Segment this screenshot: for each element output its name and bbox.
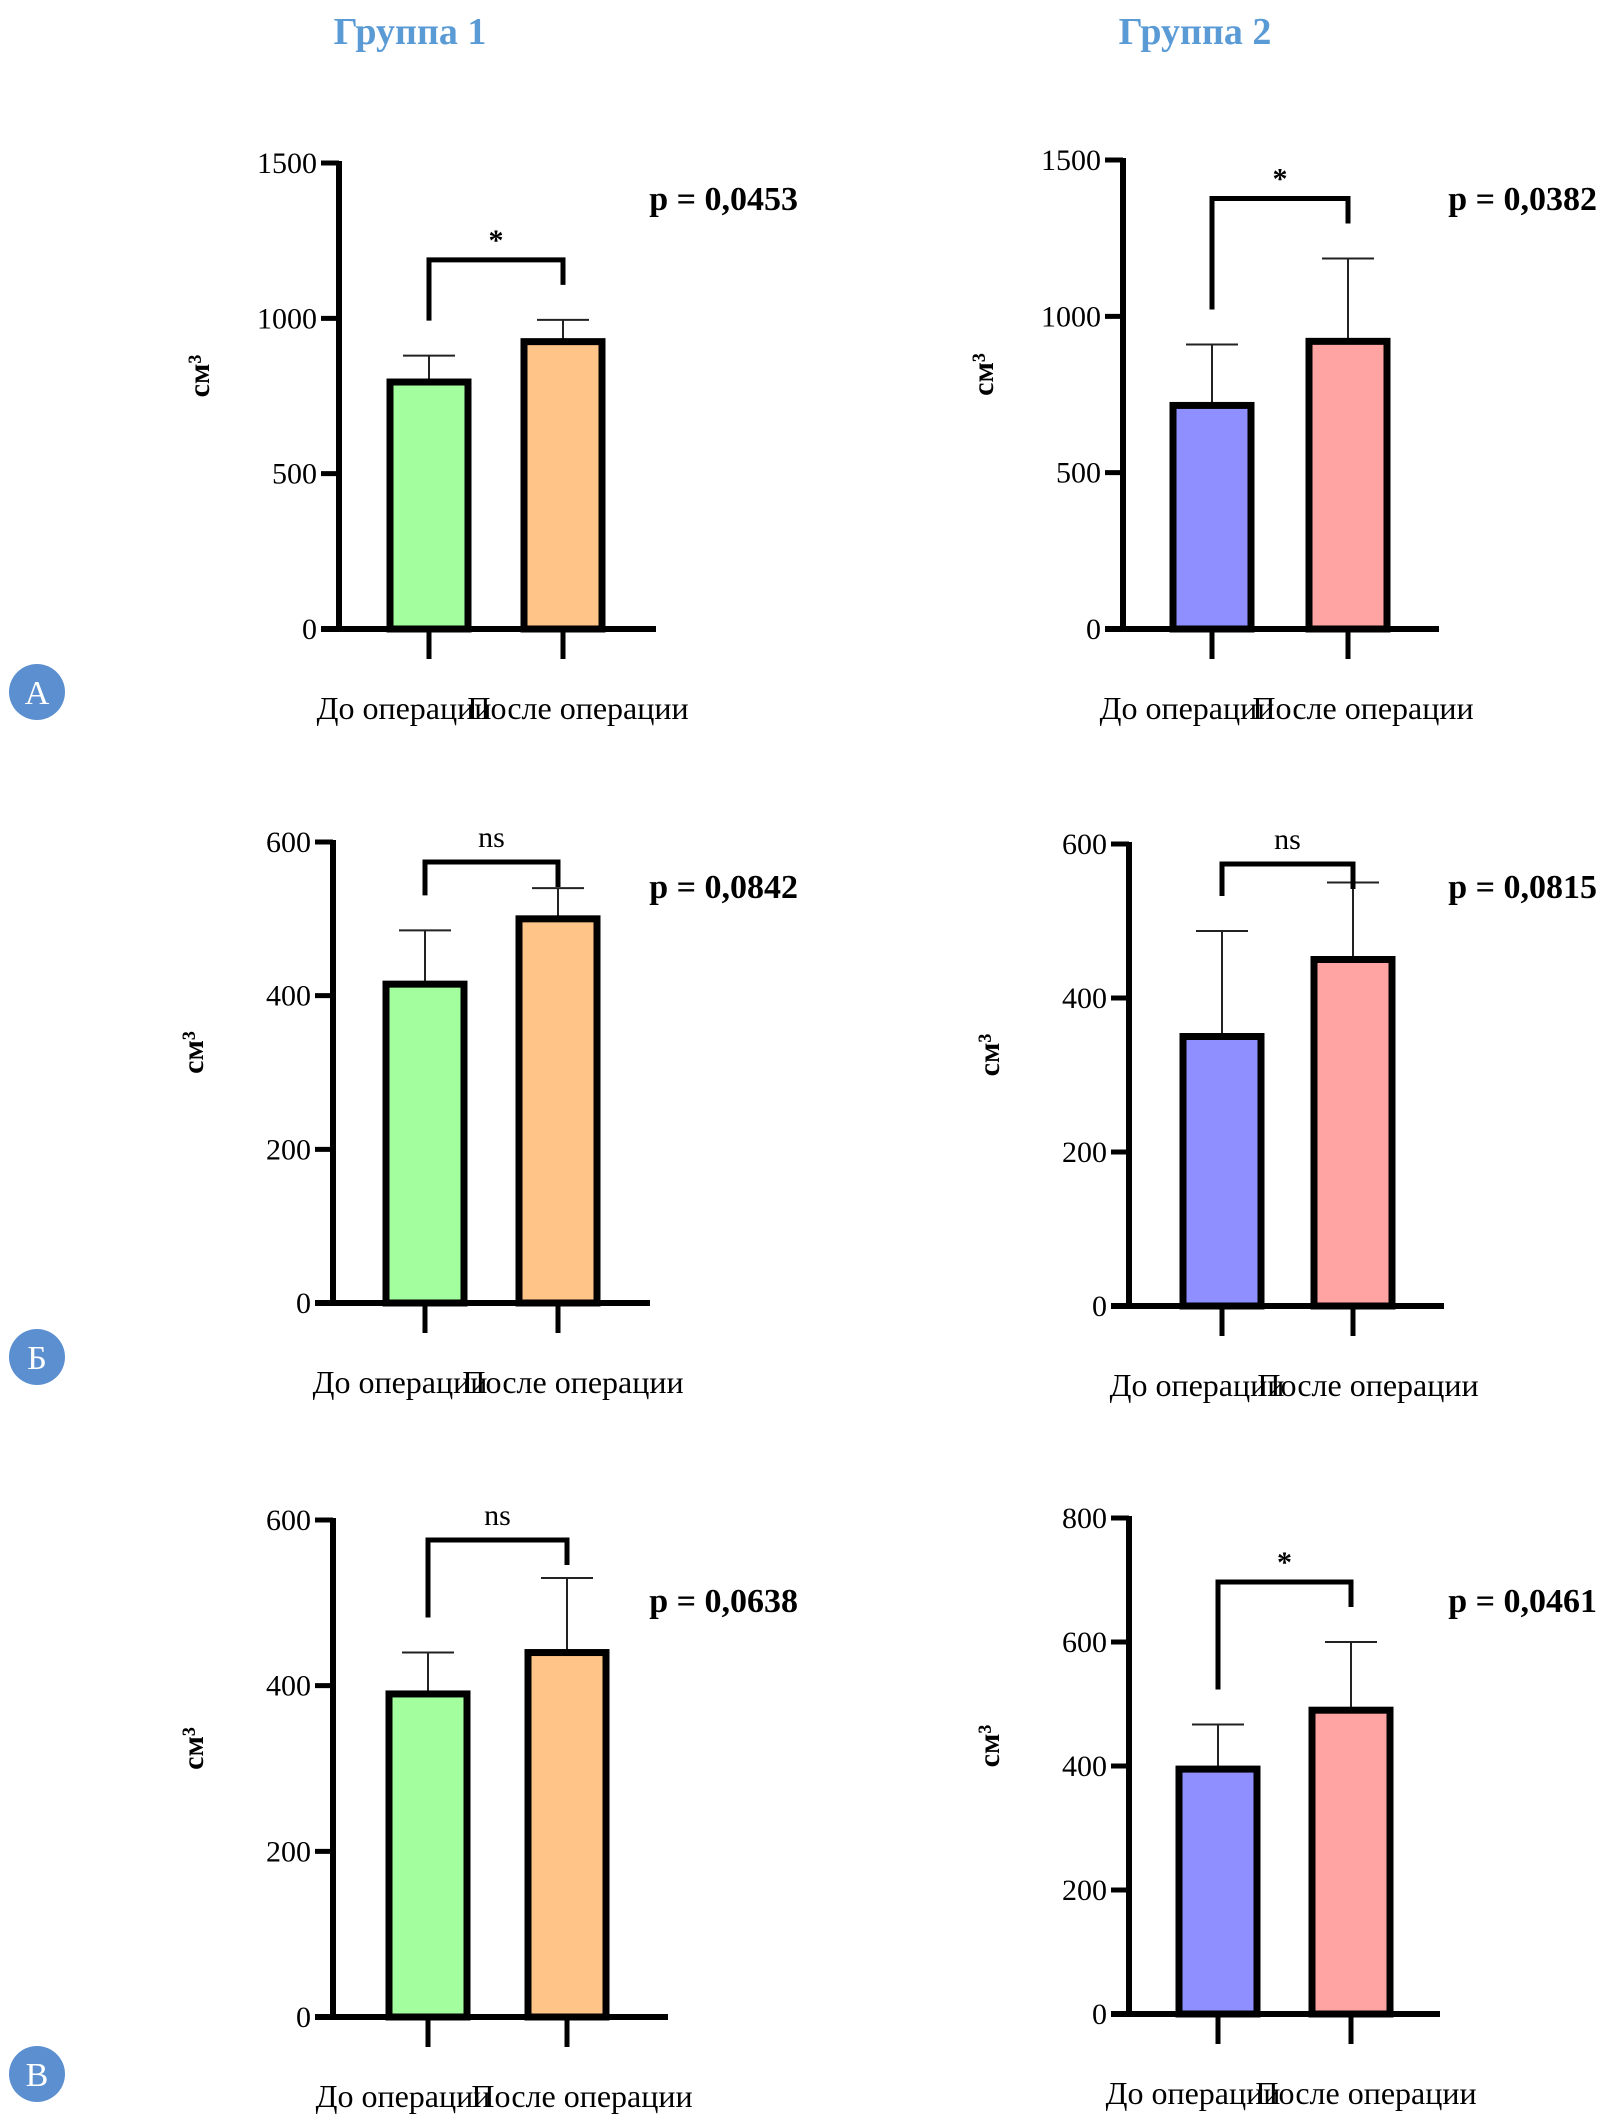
y-tick-label: 0 [296,2001,311,2034]
y-tick-label: 1000 [1041,300,1101,333]
y-tick-label: 800 [1062,1502,1107,1535]
panel-letter-badge [9,2046,65,2102]
column-title-group-2: Группа 2 [1119,11,1272,53]
p-value-label: p = 0,0453 [649,181,798,218]
y-tick-label: 400 [266,1670,311,1703]
category-label: До операции [313,1364,488,1400]
column-title-group-1: Группа 1 [334,11,487,53]
y-axis-label: см³ [183,355,216,398]
bar [1175,1765,1261,2018]
y-tick-label: 0 [302,613,317,646]
significance-label: * [1273,162,1288,195]
significance-bracket [425,1537,570,1618]
bar [520,338,606,633]
significance-bracket [426,257,566,321]
y-tick-label: 0 [1092,1998,1107,2031]
y-tick-label: 500 [272,458,317,491]
y-axis-label: см³ [177,1031,210,1074]
p-value-label: p = 0,0382 [1448,181,1597,218]
category-label: После операции [1255,2075,1476,2111]
y-axis-label: см³ [973,1725,1006,1768]
y-tick-label: 1000 [257,302,317,335]
significance-label: ns [484,1499,511,1532]
y-tick-label: 600 [1062,828,1107,861]
y-tick-label: 600 [266,826,311,859]
y-tick-label: 0 [1086,613,1101,646]
significance-bracket [1215,1579,1354,1690]
significance-label: * [1277,1546,1292,1579]
panel-letter: А [25,675,50,712]
y-tick-label: 200 [1062,1136,1107,1169]
y-tick-label: 600 [266,1504,311,1537]
bar [1308,1706,1394,2018]
p-value-label: p = 0,0638 [649,1583,798,1620]
p-value-label: p = 0,0461 [1448,1583,1597,1620]
significance-bracket [422,859,561,896]
y-axis-label: см³ [967,353,1000,396]
y-tick-label: 400 [1062,982,1107,1015]
bar [1179,1033,1265,1310]
panel-letter: Б [27,1340,47,1377]
y-axis-label: см³ [177,1727,210,1770]
category-label: После операции [1252,690,1473,726]
bar [382,980,468,1307]
bar [386,378,472,633]
y-tick-label: 0 [1092,1290,1107,1323]
y-tick-label: 0 [296,1287,311,1320]
significance-bracket [1219,861,1356,897]
category-label: До операции [317,690,492,726]
category-label: После операции [471,2078,692,2114]
y-tick-label: 200 [266,1133,311,1166]
y-tick-label: 400 [266,980,311,1013]
p-value-label: p = 0,0842 [649,869,798,906]
significance-label: ns [478,821,505,854]
bar [515,915,601,1307]
y-tick-label: 200 [1062,1874,1107,1907]
bar [1310,956,1396,1310]
y-tick-label: 400 [1062,1750,1107,1783]
panel-letter: В [26,2057,49,2094]
bar [1169,401,1255,633]
bar [524,1649,610,2021]
p-value-label: p = 0,0815 [1448,869,1597,906]
y-tick-label: 500 [1056,457,1101,490]
bar [385,1690,471,2021]
y-tick-label: 600 [1062,1626,1107,1659]
significance-label: ns [1274,823,1301,856]
category-label: После операции [1257,1367,1478,1403]
y-tick-label: 200 [266,1835,311,1868]
category-label: После операции [462,1364,683,1400]
category-label: До операции [1110,1367,1285,1403]
category-label: После операции [467,690,688,726]
bar [1305,337,1391,633]
category-label: До операции [1106,2075,1281,2111]
y-axis-label: см³ [973,1034,1006,1077]
y-tick-label: 1500 [257,147,317,180]
panel-letter-badge [9,664,65,720]
category-label: До операции [316,2078,491,2114]
panel-letter-badge [9,1329,65,1385]
significance-bracket [1209,195,1351,310]
y-tick-label: 1500 [1041,144,1101,177]
category-label: До операции [1100,690,1275,726]
significance-label: * [489,224,504,257]
